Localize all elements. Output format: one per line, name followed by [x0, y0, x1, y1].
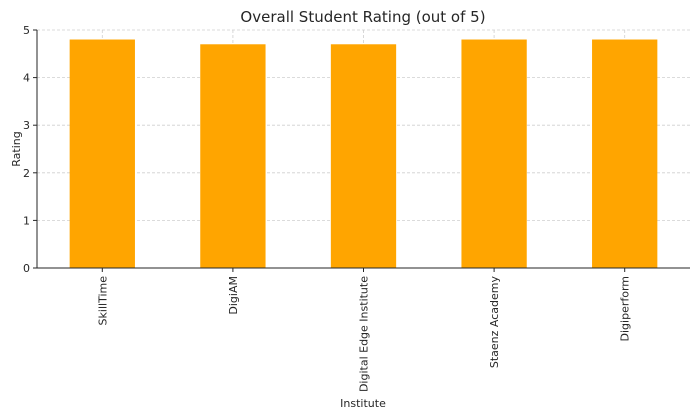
bar — [461, 39, 527, 268]
x-tick-label: SkillTime — [96, 276, 109, 326]
y-tick-label: 5 — [23, 24, 30, 37]
bar — [69, 39, 135, 268]
chart-title: Overall Student Rating (out of 5) — [240, 8, 485, 26]
bar — [330, 44, 397, 268]
x-tick-label: Staenz Academy — [488, 276, 501, 369]
x-tick-label: Digital Edge Institute — [358, 276, 371, 392]
bar — [200, 44, 266, 268]
bars — [69, 39, 658, 268]
y-tick-label: 2 — [23, 167, 30, 180]
y-tick-label: 0 — [23, 262, 30, 275]
y-tick-label: 4 — [23, 72, 30, 85]
y-tick-label: 3 — [23, 119, 30, 132]
y-axis-label: Rating — [10, 131, 23, 166]
y-ticks: 0 1 2 3 4 5 — [23, 24, 37, 275]
x-ticks: SkillTime DigiAM Digital Edge Institute Sta… — [96, 268, 632, 392]
x-tick-label: DigiAM — [227, 276, 240, 315]
x-tick-label: Digiperform — [619, 276, 632, 341]
bar — [592, 39, 658, 268]
x-axis-label: Institute — [340, 397, 386, 410]
y-tick-label: 1 — [23, 214, 30, 227]
